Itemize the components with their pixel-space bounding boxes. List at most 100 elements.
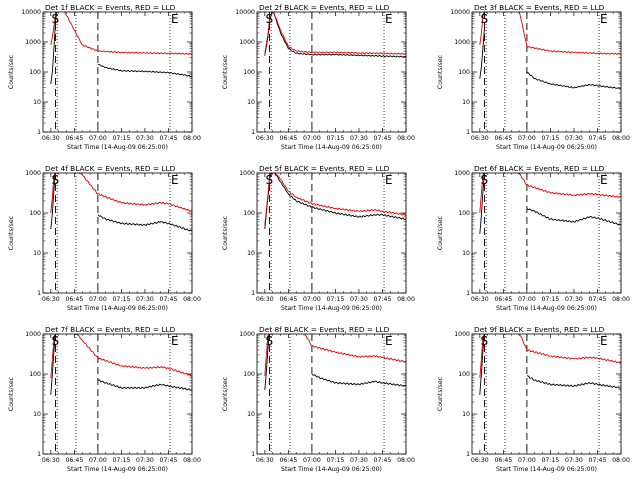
y-tick-label: 10 bbox=[247, 99, 255, 106]
panel-5: Det 5f BLACK = Events, RED = LLD Counts/s… bbox=[222, 164, 415, 312]
x-tick-label: 07:30 bbox=[136, 135, 154, 142]
y-tick-label: 1 bbox=[466, 451, 470, 458]
y-tick-label: 1000 bbox=[239, 39, 255, 46]
end-marker-label: E bbox=[600, 12, 608, 26]
end-marker-label: E bbox=[385, 173, 393, 187]
y-tick-label: 1 bbox=[466, 129, 470, 136]
plot-frame bbox=[471, 333, 622, 455]
y-tick-label: 1 bbox=[251, 290, 255, 297]
panel-title: Det 5f BLACK = Events, RED = LLD bbox=[259, 164, 390, 173]
x-tick-label: 07:00 bbox=[89, 457, 107, 464]
end-marker-label: E bbox=[385, 334, 393, 348]
x-tick-label: 06:30 bbox=[42, 296, 60, 303]
x-tick-label: 07:45 bbox=[589, 296, 607, 303]
x-tick-label: 08:00 bbox=[612, 457, 630, 464]
start-marker-label: S bbox=[52, 173, 60, 187]
x-axis-label: Start Time (14-Aug-09 06:25:00) bbox=[67, 144, 168, 151]
x-tick-label: 08:00 bbox=[612, 135, 630, 142]
x-tick-label: 08:00 bbox=[183, 296, 201, 303]
series-events bbox=[479, 334, 621, 395]
series-events bbox=[479, 173, 621, 234]
x-tick-label: 08:00 bbox=[183, 457, 201, 464]
plot-frame bbox=[42, 333, 193, 455]
y-tick-label: 1 bbox=[251, 451, 255, 458]
y-axis-label: Counts/sec bbox=[437, 376, 444, 411]
y-axis-label: Counts/sec bbox=[8, 54, 15, 89]
y-tick-label: 100 bbox=[243, 371, 255, 378]
series-lld bbox=[479, 12, 621, 55]
y-tick-label: 10 bbox=[462, 99, 470, 106]
x-axis-label: Start Time (14-Aug-09 06:25:00) bbox=[67, 466, 168, 473]
end-marker-label: E bbox=[171, 173, 179, 187]
start-marker-label: S bbox=[481, 173, 489, 187]
series-lld bbox=[50, 334, 192, 378]
y-tick-label: 10 bbox=[247, 411, 255, 418]
y-axis-label: Counts/sec bbox=[8, 215, 15, 250]
y-tick-label: 10 bbox=[33, 411, 41, 418]
y-tick-label: 100 bbox=[458, 371, 470, 378]
y-tick-label: 100 bbox=[458, 210, 470, 217]
start-marker-label: S bbox=[481, 334, 489, 348]
x-tick-label: 06:30 bbox=[471, 457, 489, 464]
panel-title: Det 8f BLACK = Events, RED = LLD bbox=[259, 325, 390, 334]
x-tick-label: 07:00 bbox=[303, 457, 321, 464]
plot-frame bbox=[42, 11, 193, 133]
panel-4: Det 4f BLACK = Events, RED = LLD Counts/s… bbox=[8, 164, 201, 312]
start-marker-label: S bbox=[52, 12, 60, 26]
x-axis-label: Start Time (14-Aug-09 06:25:00) bbox=[496, 305, 597, 312]
y-axis-label: Counts/sec bbox=[437, 54, 444, 89]
x-axis-label: Start Time (14-Aug-09 06:25:00) bbox=[496, 144, 597, 151]
plot-frame bbox=[256, 172, 407, 294]
y-tick-label: 100 bbox=[29, 69, 41, 76]
x-tick-label: 07:15 bbox=[326, 135, 344, 142]
x-tick-label: 06:30 bbox=[42, 457, 60, 464]
start-marker-label: S bbox=[266, 173, 274, 187]
panel-2: Det 2f BLACK = Events, RED = LLD Counts/s… bbox=[222, 3, 415, 151]
x-tick-label: 06:45 bbox=[494, 135, 512, 142]
x-axis-label: Start Time (14-Aug-09 06:25:00) bbox=[496, 466, 597, 473]
x-tick-label: 07:30 bbox=[136, 296, 154, 303]
x-tick-label: 07:15 bbox=[112, 457, 130, 464]
x-tick-label: 08:00 bbox=[397, 457, 415, 464]
x-axis-label: Start Time (14-Aug-09 06:25:00) bbox=[281, 144, 382, 151]
y-tick-label: 1000 bbox=[239, 331, 255, 338]
panel-title: Det 6f BLACK = Events, RED = LLD bbox=[474, 164, 605, 173]
panel-title: Det 1f BLACK = Events, RED = LLD bbox=[45, 3, 176, 12]
y-axis-label: Counts/sec bbox=[222, 215, 229, 250]
y-tick-label: 1000 bbox=[239, 170, 255, 177]
x-tick-label: 07:00 bbox=[518, 457, 536, 464]
start-marker-label: S bbox=[52, 334, 60, 348]
series-events bbox=[50, 173, 192, 232]
x-tick-label: 07:45 bbox=[589, 135, 607, 142]
x-tick-label: 07:15 bbox=[326, 457, 344, 464]
end-marker-label: E bbox=[171, 12, 179, 26]
y-axis-label: Counts/sec bbox=[222, 54, 229, 89]
y-axis-label: Counts/sec bbox=[222, 376, 229, 411]
x-tick-label: 08:00 bbox=[397, 296, 415, 303]
x-tick-label: 08:00 bbox=[397, 135, 415, 142]
y-tick-label: 1000 bbox=[25, 170, 41, 177]
panel-title: Det 3f BLACK = Events, RED = LLD bbox=[474, 3, 605, 12]
y-tick-label: 1 bbox=[466, 290, 470, 297]
end-marker-label: E bbox=[171, 334, 179, 348]
x-tick-label: 08:00 bbox=[183, 135, 201, 142]
y-axis-label: Counts/sec bbox=[437, 215, 444, 250]
series-events bbox=[479, 27, 621, 90]
start-marker-label: S bbox=[266, 334, 274, 348]
panel-3: Det 3f BLACK = Events, RED = LLD Counts/s… bbox=[437, 3, 630, 151]
x-tick-label: 07:15 bbox=[112, 135, 130, 142]
series-lld bbox=[264, 173, 406, 226]
y-tick-label: 10 bbox=[33, 250, 41, 257]
x-tick-label: 06:45 bbox=[279, 135, 297, 142]
x-tick-label: 06:45 bbox=[279, 457, 297, 464]
y-tick-label: 1 bbox=[37, 129, 41, 136]
y-tick-label: 1 bbox=[37, 451, 41, 458]
x-tick-label: 08:00 bbox=[612, 296, 630, 303]
x-tick-label: 06:30 bbox=[471, 296, 489, 303]
end-marker-label: E bbox=[385, 12, 393, 26]
start-marker-label: S bbox=[266, 12, 274, 26]
y-tick-label: 100 bbox=[29, 371, 41, 378]
y-tick-label: 10 bbox=[33, 99, 41, 106]
x-tick-label: 07:30 bbox=[136, 457, 154, 464]
plot-frame bbox=[256, 11, 407, 133]
